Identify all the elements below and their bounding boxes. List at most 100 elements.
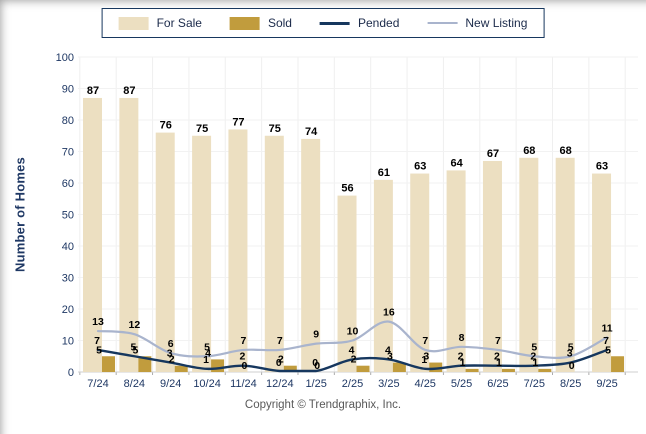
chart-area: 0 10 20 30 40 50 60 70 80 90 100 7/24 8/24 9/24 10/24 1… bbox=[0, 45, 646, 398]
legend-label-sold: Sold bbox=[267, 16, 292, 30]
svg-text:2: 2 bbox=[458, 351, 464, 363]
svg-text:10: 10 bbox=[62, 336, 74, 348]
svg-text:9/25: 9/25 bbox=[596, 378, 617, 390]
svg-text:2/25: 2/25 bbox=[342, 378, 363, 390]
legend-item-new-listing: New Listing bbox=[427, 16, 527, 30]
svg-text:2: 2 bbox=[278, 354, 284, 366]
svg-text:5: 5 bbox=[204, 341, 210, 353]
svg-text:68: 68 bbox=[523, 145, 535, 157]
svg-text:9/24: 9/24 bbox=[160, 378, 181, 390]
svg-text:74: 74 bbox=[305, 126, 318, 138]
svg-text:77: 77 bbox=[232, 116, 244, 128]
sold-swatch-icon bbox=[229, 16, 260, 30]
svg-text:5: 5 bbox=[130, 341, 136, 353]
svg-text:7: 7 bbox=[603, 335, 609, 347]
svg-text:7: 7 bbox=[241, 335, 247, 347]
svg-text:5: 5 bbox=[605, 344, 611, 356]
svg-text:90: 90 bbox=[62, 84, 74, 96]
svg-text:0: 0 bbox=[68, 367, 74, 379]
svg-text:13: 13 bbox=[92, 316, 104, 328]
legend-item-for-sale: For Sale bbox=[118, 16, 202, 30]
svg-text:16: 16 bbox=[383, 307, 395, 319]
svg-text:76: 76 bbox=[160, 120, 172, 132]
legend-label-pended: Pended bbox=[357, 16, 400, 30]
svg-text:2: 2 bbox=[169, 354, 175, 366]
svg-text:3: 3 bbox=[423, 351, 429, 363]
for-sale-swatch-icon bbox=[118, 16, 149, 30]
svg-text:2: 2 bbox=[494, 351, 500, 363]
svg-text:3: 3 bbox=[387, 351, 393, 363]
svg-text:50: 50 bbox=[62, 210, 74, 222]
svg-text:0: 0 bbox=[569, 360, 575, 372]
svg-text:5/25: 5/25 bbox=[451, 378, 472, 390]
svg-text:4: 4 bbox=[385, 344, 391, 356]
legend-label-for-sale: For Sale bbox=[156, 16, 202, 30]
svg-text:87: 87 bbox=[123, 85, 135, 97]
svg-text:100: 100 bbox=[56, 52, 74, 64]
svg-text:7: 7 bbox=[495, 335, 501, 347]
svg-text:80: 80 bbox=[62, 115, 74, 127]
svg-text:4: 4 bbox=[349, 344, 355, 356]
svg-text:2: 2 bbox=[240, 351, 246, 363]
svg-text:8/25: 8/25 bbox=[560, 378, 581, 390]
svg-text:0: 0 bbox=[312, 357, 318, 369]
svg-text:63: 63 bbox=[414, 161, 426, 173]
svg-text:87: 87 bbox=[87, 85, 99, 97]
svg-text:1: 1 bbox=[496, 357, 502, 369]
copyright-footer: Copyright © Trendgraphix, Inc. bbox=[244, 399, 402, 411]
svg-text:20: 20 bbox=[62, 304, 74, 316]
legend: For Sale Sold Pended New Listing bbox=[101, 8, 545, 38]
svg-text:1: 1 bbox=[421, 354, 427, 366]
svg-text:5: 5 bbox=[531, 341, 537, 353]
svg-text:11/24: 11/24 bbox=[230, 378, 257, 390]
svg-text:9: 9 bbox=[313, 329, 319, 341]
svg-text:68: 68 bbox=[560, 145, 572, 157]
svg-text:75: 75 bbox=[196, 123, 208, 135]
legend-item-pended: Pended bbox=[319, 16, 400, 30]
legend-item-sold: Sold bbox=[229, 16, 292, 30]
svg-text:4: 4 bbox=[205, 347, 211, 359]
svg-text:12: 12 bbox=[129, 319, 141, 331]
svg-text:1: 1 bbox=[203, 354, 209, 366]
svg-text:1/25: 1/25 bbox=[305, 378, 326, 390]
pended-line-icon bbox=[319, 21, 350, 25]
svg-text:3/25: 3/25 bbox=[378, 378, 399, 390]
svg-text:40: 40 bbox=[62, 241, 74, 253]
svg-text:0: 0 bbox=[242, 360, 248, 372]
svg-text:1: 1 bbox=[460, 357, 466, 369]
svg-text:5: 5 bbox=[96, 344, 102, 356]
svg-text:12/24: 12/24 bbox=[266, 378, 294, 390]
svg-text:61: 61 bbox=[378, 167, 390, 179]
svg-text:63: 63 bbox=[596, 161, 608, 173]
svg-text:60: 60 bbox=[62, 178, 74, 190]
svg-text:7: 7 bbox=[94, 335, 100, 347]
svg-text:0: 0 bbox=[276, 357, 282, 369]
svg-text:3: 3 bbox=[167, 348, 173, 360]
svg-text:64: 64 bbox=[450, 157, 463, 169]
svg-text:10: 10 bbox=[347, 326, 359, 338]
svg-text:5: 5 bbox=[132, 344, 138, 356]
svg-text:4/25: 4/25 bbox=[415, 378, 436, 390]
svg-text:7: 7 bbox=[422, 335, 428, 347]
svg-text:7/24: 7/24 bbox=[87, 378, 108, 390]
svg-text:10/24: 10/24 bbox=[193, 378, 221, 390]
svg-text:2: 2 bbox=[351, 354, 357, 366]
svg-text:8/24: 8/24 bbox=[124, 378, 145, 390]
svg-text:1: 1 bbox=[532, 357, 538, 369]
svg-text:2: 2 bbox=[530, 351, 536, 363]
svg-text:7/25: 7/25 bbox=[524, 378, 545, 390]
svg-text:3: 3 bbox=[567, 348, 573, 360]
svg-text:7: 7 bbox=[277, 335, 283, 347]
svg-text:8: 8 bbox=[459, 332, 465, 344]
svg-text:67: 67 bbox=[487, 148, 499, 160]
svg-text:30: 30 bbox=[62, 273, 74, 285]
svg-text:6/25: 6/25 bbox=[487, 378, 508, 390]
svg-text:75: 75 bbox=[269, 123, 281, 135]
svg-text:11: 11 bbox=[601, 322, 612, 334]
svg-text:0: 0 bbox=[314, 360, 320, 372]
new-listing-line-icon bbox=[427, 22, 458, 24]
svg-text:56: 56 bbox=[341, 183, 353, 195]
svg-text:70: 70 bbox=[62, 147, 74, 159]
